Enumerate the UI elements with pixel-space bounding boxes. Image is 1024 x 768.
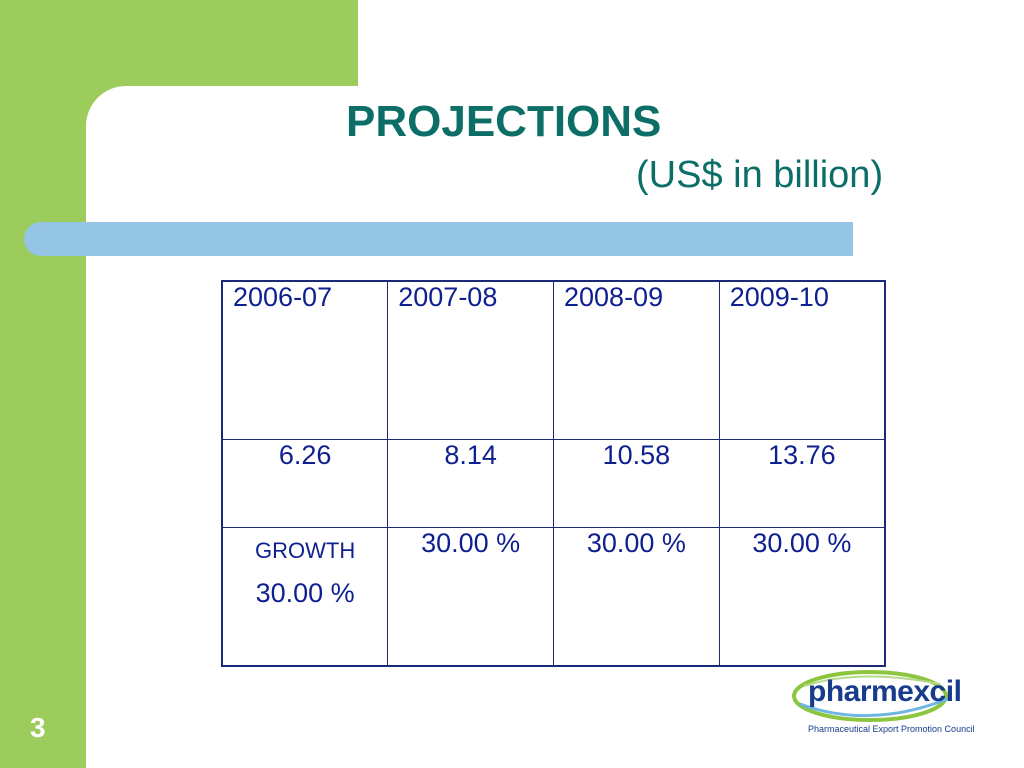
value-cell: 8.14 [387,438,554,528]
growth-label: GROWTH [255,537,356,563]
growth-cell: 30.00 % [387,526,554,667]
slide-subtitle: (US$ in billion) [636,154,884,196]
logo-tagline: Pharmaceutical Export Promotion Council [808,724,975,734]
table-row: 6.26 8.14 10.58 13.76 [221,438,886,528]
table-row: 2006-07 2007-08 2008-09 2009-10 [221,280,886,440]
growth-cell: 30.00 % [718,526,886,667]
green-header-band [86,0,358,86]
growth-cell: GROWTH 30.00 % [221,526,389,667]
logo-wordmark: pharmexcil [808,675,962,708]
year-cell: 2006-07 [221,280,389,440]
table-row: GROWTH 30.00 % 30.00 % 30.00 % 30.00 % [221,526,886,667]
divider-bar [24,222,853,256]
slide-title: PROJECTIONS [346,97,662,146]
year-cell: 2008-09 [553,280,720,440]
value-cell: 10.58 [553,438,720,528]
value-cell: 13.76 [718,438,886,528]
year-cell: 2007-08 [387,280,554,440]
projections-table: 2006-07 2007-08 2008-09 2009-10 6.26 8.1… [221,280,886,667]
pharmexcil-logo-icon [792,670,951,722]
year-cell: 2009-10 [718,280,886,440]
growth-cell: 30.00 % [553,526,720,667]
growth-value: 30.00 % [255,577,355,608]
white-rounded-corner [86,86,166,166]
page-number: 3 [30,712,46,743]
value-cell: 6.26 [221,438,389,528]
